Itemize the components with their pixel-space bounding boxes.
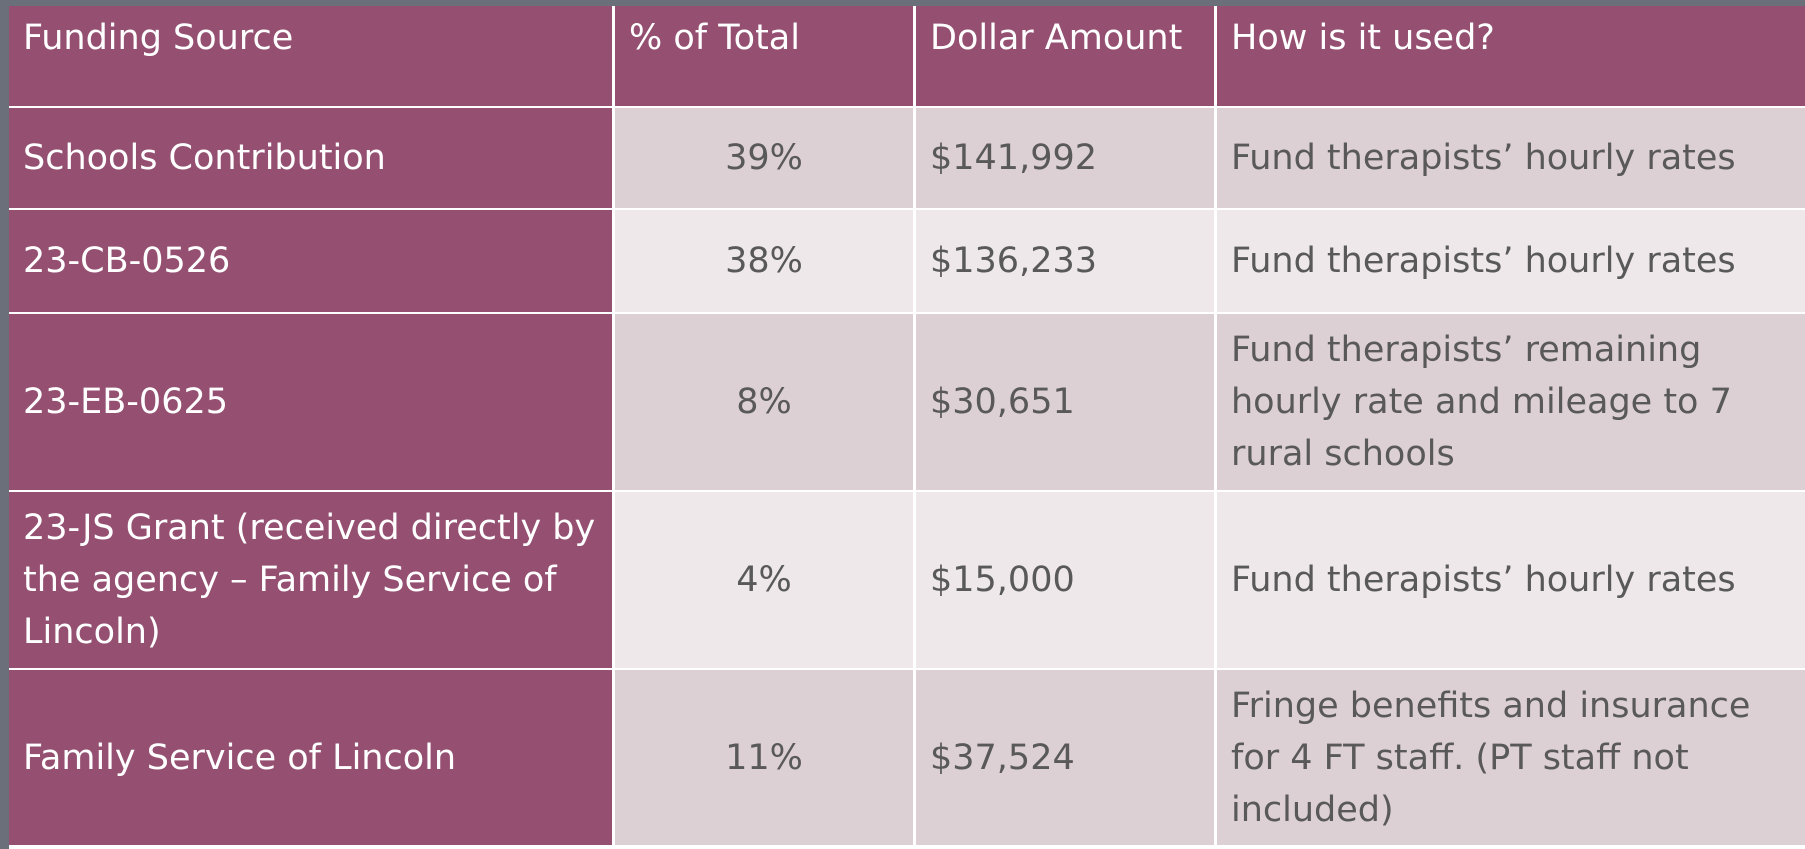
source-cell: Family Service of Lincoln [9, 670, 612, 845]
header-cell: Dollar Amount [916, 6, 1214, 106]
header-cell: Funding Source [9, 6, 612, 106]
usage-cell: Fund therapists’ hourly rates [1217, 492, 1805, 668]
funding-table: Funding Source% of Total Dollar Amount How… [9, 6, 1805, 849]
amount-cell: $30,651 [916, 314, 1214, 490]
source-cell: 23-CB-0526 [9, 210, 612, 312]
usage-cell: Fund therapists’ hourly rates [1217, 210, 1805, 312]
header-cell: % of Total [615, 6, 913, 106]
percent-cell: 4% [615, 492, 913, 668]
usage-cell: Fringe benefits and insurance for 4 FT s… [1217, 670, 1805, 845]
percent-cell: 8% [615, 314, 913, 490]
source-cell: 23-JS Grant (received directly by the ag… [9, 492, 612, 668]
amount-cell: $136,233 [916, 210, 1214, 312]
percent-cell: 38% [615, 210, 913, 312]
source-cell: 23-EB-0625 [9, 314, 612, 490]
source-cell: Schools Contribution [9, 108, 612, 208]
header-cell: How is it used? [1217, 6, 1805, 106]
percent-cell: 11% [615, 670, 913, 845]
amount-cell: $15,000 [916, 492, 1214, 668]
usage-cell: Fund therapists’ remaining hourly rate a… [1217, 314, 1805, 490]
usage-cell: Fund therapists’ hourly rates [1217, 108, 1805, 208]
amount-cell: $37,524 [916, 670, 1214, 845]
amount-cell: $141,992 [916, 108, 1214, 208]
percent-cell: 39% [615, 108, 913, 208]
